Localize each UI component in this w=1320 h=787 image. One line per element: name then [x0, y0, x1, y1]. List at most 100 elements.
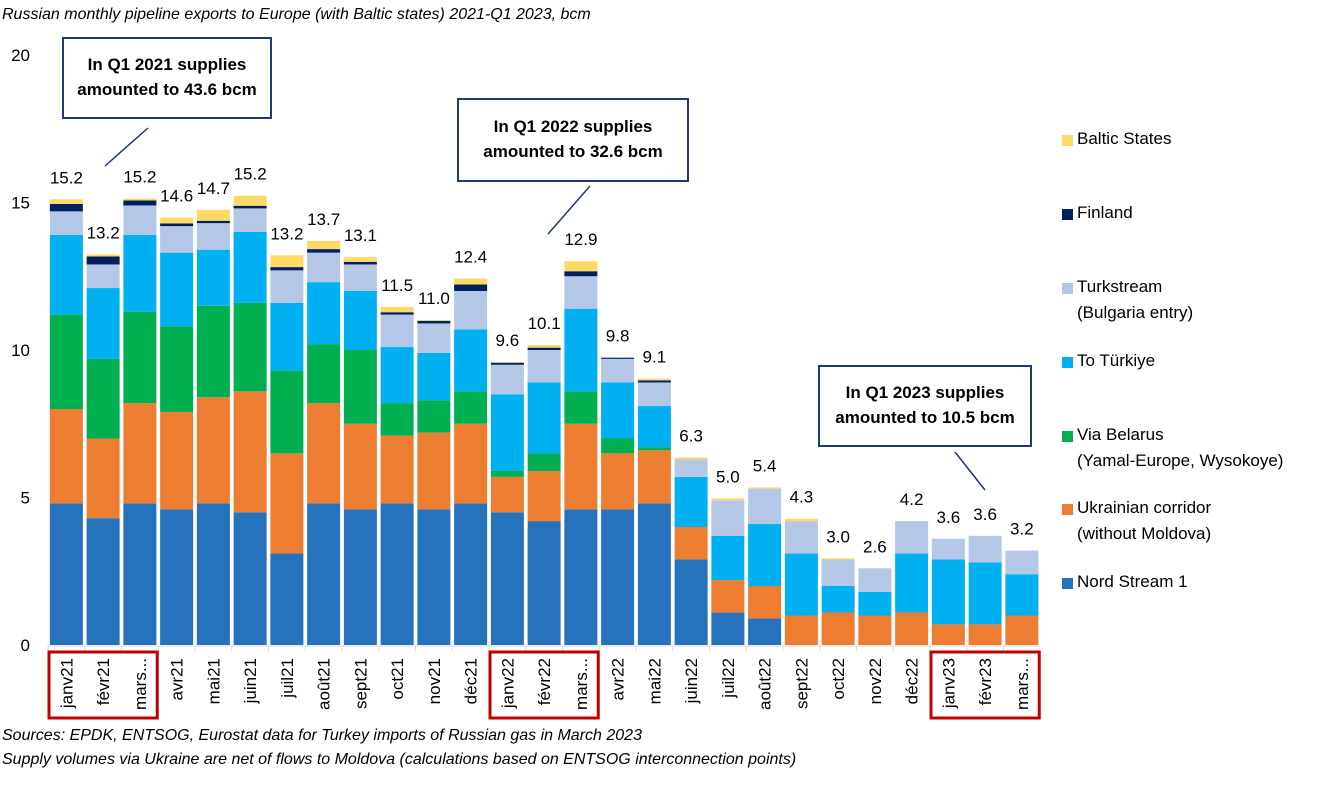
bar-segment-via: [49, 314, 83, 409]
legend-item: Turkstream (Bulgaria entry): [1062, 277, 1193, 326]
bar-segment-to: [637, 406, 671, 448]
bar-segment-ukrainian: [160, 411, 194, 510]
annotation-connector-line: [547, 185, 591, 235]
bar-segment-ukrainian: [49, 409, 83, 504]
x-tick-label: nov21: [425, 658, 444, 704]
q1-highlight-box: [488, 650, 600, 720]
bar-segment-to: [380, 347, 414, 404]
x-tick-label: mai21: [204, 658, 223, 704]
bar-segment-to: [307, 282, 341, 345]
bar-segment-to: [490, 394, 524, 471]
x-tick-label: juil22: [719, 658, 738, 699]
bar-segment-ukrainian: [86, 438, 120, 519]
bar-segment-to: [86, 288, 120, 359]
bar-segment-nord: [270, 553, 304, 645]
bar-segment-baltic: [417, 319, 451, 321]
bar-segment-baltic: [86, 254, 120, 257]
bar-total-label: 14.7: [197, 179, 230, 198]
bar-segment-ukrainian: [711, 580, 745, 613]
bar-total-label: 9.8: [606, 327, 630, 346]
chart-title: Russian monthly pipeline exports to Euro…: [2, 6, 591, 23]
bar-segment-turkstream: [270, 270, 304, 303]
legend-swatch: [1062, 135, 1073, 146]
x-tick-label: juin22: [682, 658, 701, 704]
bar-total-label: 12.4: [454, 248, 487, 267]
bar-segment-to: [674, 476, 708, 527]
bar-segment-ukrainian: [343, 423, 377, 510]
x-tick-label: juil21: [278, 658, 297, 699]
bar-segment-nord: [454, 503, 488, 645]
legend-label: To Türkiye: [1077, 351, 1156, 370]
bar-segment-to: [454, 329, 488, 392]
bar-segment-turkstream: [674, 459, 708, 477]
bar-segment-baltic: [454, 278, 488, 285]
x-tick-label: sept21: [351, 658, 370, 709]
bar-total-label: 15.2: [234, 165, 267, 184]
bar-segment-baltic: [637, 378, 671, 381]
bar-segment-nord: [233, 512, 267, 645]
bar-segment-baltic: [49, 199, 83, 204]
bar-total-label: 11.0: [418, 289, 450, 308]
bar-segment-ukrainian: [564, 423, 598, 510]
bar-segment-via: [86, 358, 120, 439]
x-tick-label: mars...: [572, 658, 591, 710]
bar-segment-turkstream: [821, 559, 855, 586]
x-tick-label: janv23: [939, 658, 958, 709]
bar-segment-baltic: [196, 209, 230, 221]
bar-segment-ukrainian: [858, 615, 892, 645]
annotation-connector-line: [954, 451, 986, 491]
bar-segment-nord: [307, 503, 341, 645]
bar-segment-turkstream: [858, 568, 892, 592]
legend-label: Via Belarus (Yamal-Europe, Wysokoye): [1077, 425, 1284, 470]
bar-total-label: 11.5: [381, 276, 413, 295]
bar-segment-finland: [160, 223, 194, 227]
bar-segment-finland: [490, 362, 524, 365]
y-tick-label: 20: [11, 46, 30, 65]
bar-segment-ukrainian: [968, 624, 1002, 645]
bar-segment-baltic: [527, 344, 561, 348]
bar-segment-finland: [637, 380, 671, 383]
bar-total-label: 13.2: [87, 223, 120, 242]
bar-segment-turkstream: [711, 500, 745, 536]
bar-total-label: 14.6: [160, 187, 193, 206]
bar-segment-to: [748, 524, 782, 586]
bar-segment-nord: [380, 503, 414, 645]
bar-segment-to: [233, 232, 267, 303]
legend-item: Ukrainian corridor (without Moldova): [1062, 498, 1211, 547]
bar-total-label: 2.6: [863, 537, 887, 556]
bar-segment-to: [160, 252, 194, 327]
bar-segment-turkstream: [1005, 550, 1039, 575]
bar-segment-turkstream: [564, 276, 598, 309]
bar-total-label: 6.3: [679, 426, 703, 445]
bar-segment-nord: [49, 503, 83, 645]
bar-segment-ukrainian: [784, 615, 818, 645]
bar-segment-finland: [454, 284, 488, 291]
bar-total-label: 3.6: [937, 508, 961, 527]
bar-total-label: 15.2: [50, 168, 83, 187]
bar-segment-turkstream: [527, 350, 561, 383]
bar-segment-turkstream: [601, 358, 635, 383]
legend-label: Finland: [1077, 203, 1133, 222]
bar-segment-to: [343, 291, 377, 350]
bar-segment-turkstream: [160, 226, 194, 253]
legend-swatch: [1062, 283, 1073, 294]
bar-total-label: 5.0: [716, 467, 740, 486]
bar-segment-turkstream: [637, 382, 671, 407]
bar-total-label: 4.3: [790, 488, 814, 507]
bar-segment-nord: [417, 509, 451, 645]
bar-segment-via: [343, 350, 377, 424]
bar-segment-finland: [270, 267, 304, 271]
bar-segment-via: [270, 370, 304, 454]
bar-segment-via: [490, 470, 524, 477]
bar-segment-nord: [637, 503, 671, 645]
bar-segment-ukrainian: [601, 453, 635, 510]
legend-label: Ukrainian corridor (without Moldova): [1077, 498, 1212, 543]
bar-segment-finland: [343, 261, 377, 265]
bar-segment-ukrainian: [1005, 615, 1039, 645]
ukraine-note: Supply volumes via Ukraine are net of fl…: [2, 751, 797, 768]
bar-segment-finland: [380, 312, 414, 315]
legend-swatch: [1062, 209, 1073, 220]
bar-total-label: 3.2: [1010, 520, 1034, 539]
legend-label: Nord Stream 1: [1077, 572, 1188, 591]
bar-segment-ukrainian: [380, 435, 414, 504]
